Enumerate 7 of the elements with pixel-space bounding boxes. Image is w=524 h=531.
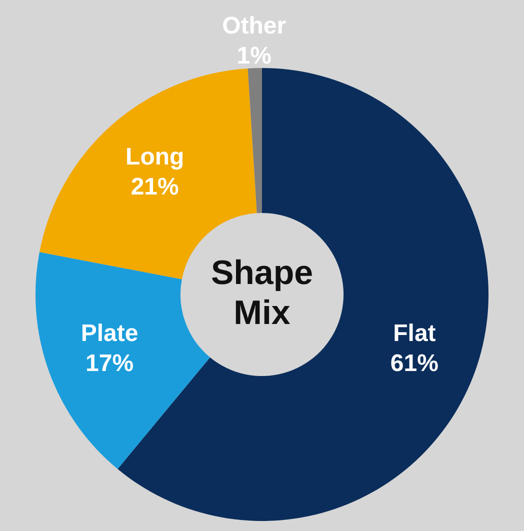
data-label: 21% — [130, 174, 179, 201]
slice-label: Flat — [393, 320, 436, 348]
slice-label: Plate — [80, 320, 138, 348]
data-label: 61% — [390, 350, 438, 378]
data-label: 17% — [86, 350, 134, 378]
text: Shape Mix — [210, 254, 314, 332]
slice-label: Long — [126, 144, 184, 171]
